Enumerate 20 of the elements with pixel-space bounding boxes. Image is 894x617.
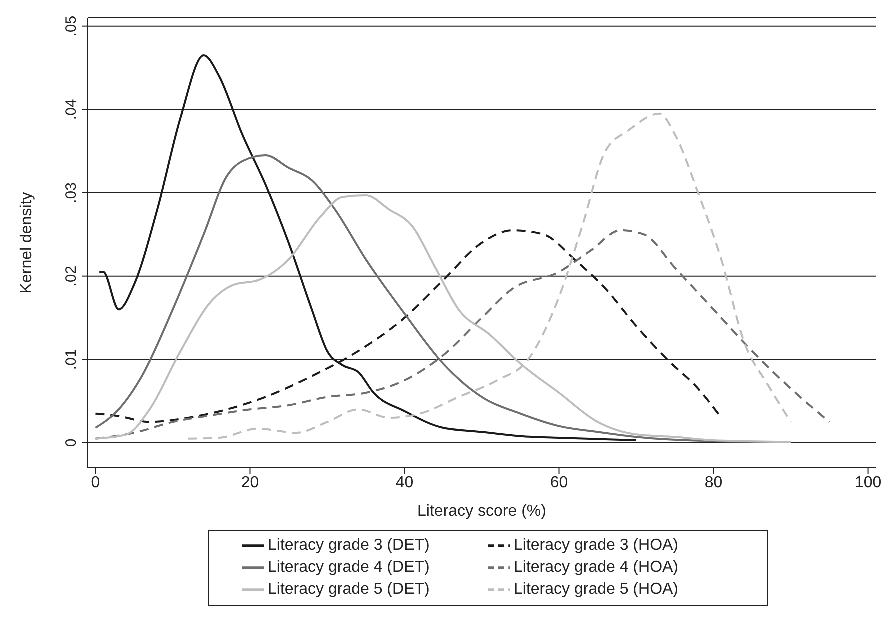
y-tick-label: .01 xyxy=(63,349,80,370)
y-tick-label: .02 xyxy=(63,266,80,287)
legend-label: Literacy grade 5 (HOA) xyxy=(514,581,680,600)
x-tick-label: 40 xyxy=(396,474,414,492)
legend-label: Literacy grade 5 (DET) xyxy=(268,581,431,600)
y-axis-title: Kernel density xyxy=(18,192,36,294)
y-tick-label: .04 xyxy=(63,99,80,120)
x-tick-label: 80 xyxy=(704,474,723,492)
legend-label: Literacy grade 3 (HOA) xyxy=(514,537,680,556)
legend-label: Literacy grade 4 (HOA) xyxy=(514,559,680,578)
x-tick-label: 100 xyxy=(854,474,882,492)
x-axis-title: Literacy score (%) xyxy=(418,503,546,520)
x-tick-label: 0 xyxy=(91,474,100,492)
y-tick-label: .03 xyxy=(63,182,80,204)
y-tick-label: 0 xyxy=(63,438,80,448)
x-tick-label: 60 xyxy=(550,474,568,492)
legend-label: Literacy grade 4 (DET) xyxy=(268,559,431,578)
x-tick-label: 20 xyxy=(241,474,260,492)
legend-label: Literacy grade 3 (DET) xyxy=(268,537,431,556)
y-tick-label: .05 xyxy=(63,16,80,37)
